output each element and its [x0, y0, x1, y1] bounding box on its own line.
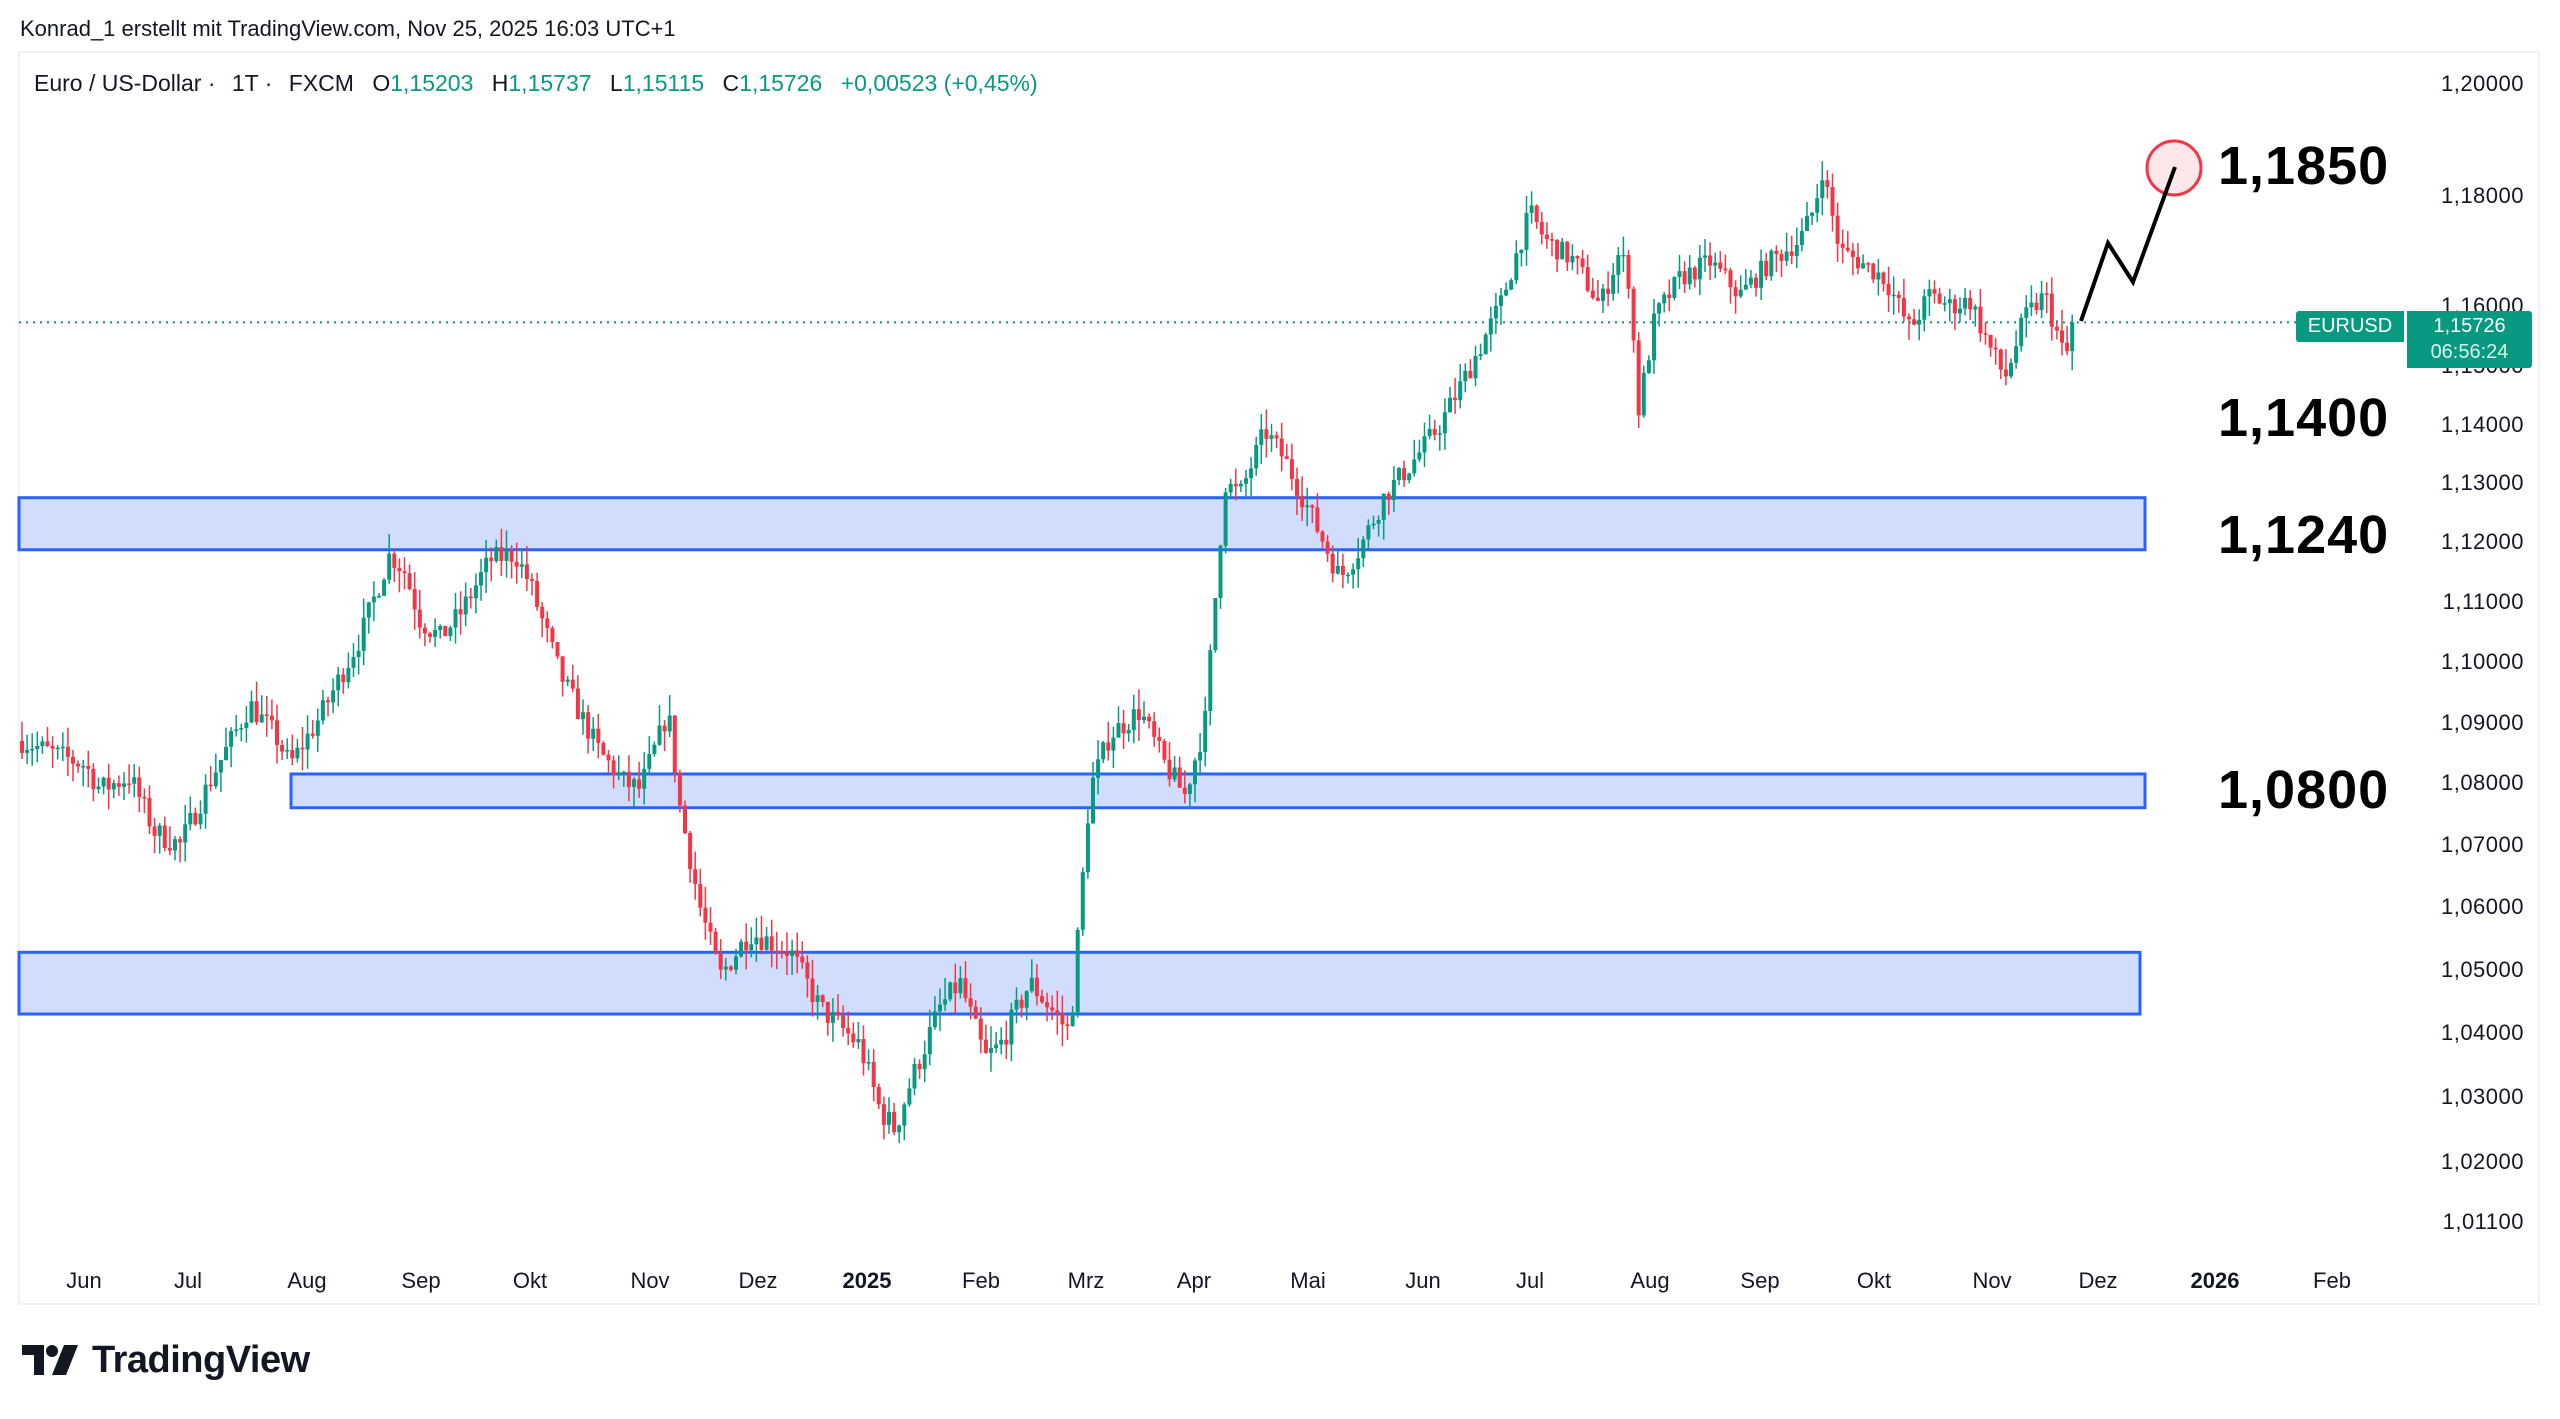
close-value: 1,15726 — [739, 70, 823, 96]
time-tick-label: Dez — [738, 1268, 778, 1293]
zone-upper[interactable] — [17, 496, 2147, 552]
price-tick-label: 1,01100 — [2442, 1209, 2524, 1234]
time-tick-label: Nov — [1972, 1268, 2012, 1293]
time-tick-label: Feb — [2313, 1268, 2351, 1293]
time-tick-label: Jun — [66, 1268, 102, 1293]
time-tick-label: Dez — [2078, 1268, 2118, 1293]
time-tick-label: Aug — [1630, 1268, 1670, 1293]
exchange: FXCM — [288, 70, 354, 96]
close-label: C — [722, 70, 740, 96]
level-label-2: 1,1240 — [2218, 505, 2390, 565]
price-tick-label: 1,07000 — [2440, 832, 2524, 857]
open-value: 1,15203 — [390, 70, 474, 96]
price-tick-label: 1,11000 — [2442, 589, 2524, 614]
time-tick-label: Nov — [630, 1268, 670, 1293]
support-resistance-zones — [17, 496, 2147, 1016]
price-tick-label: 1,09000 — [2440, 710, 2524, 735]
zone-middle[interactable] — [289, 772, 2147, 810]
price-tick-label: 1,03000 — [2440, 1084, 2524, 1109]
attribution-header: Konrad_1 erstellt mit TradingView.com, N… — [20, 16, 676, 41]
symbol-legend: Euro / US-Dollar · 1T · FXCM O1,15203 H1… — [34, 70, 1038, 96]
time-tick-label: Jul — [1515, 1268, 1545, 1293]
time-tick-label: Sep — [401, 1268, 441, 1293]
time-tick-label: Jun — [1405, 1268, 1441, 1293]
chart-frame — [18, 51, 2540, 1305]
symbol-badge: EURUSD — [2296, 311, 2404, 342]
price-tick-label: 1,14000 — [2440, 412, 2524, 437]
target-level-label: 1,1850 — [2218, 136, 2390, 196]
last-price: 1,15726 — [2433, 315, 2506, 337]
open-label: O — [372, 70, 391, 96]
price-tick-label: 1,06000 — [2440, 894, 2524, 919]
last-price-badge: 1,15726 06:56:24 — [2407, 311, 2532, 368]
high-value: 1,15737 — [508, 70, 592, 96]
price-tick-label: 1,08000 — [2440, 770, 2524, 795]
price-tick-label: 1,04000 — [2440, 1020, 2524, 1045]
time-tick-label: Feb — [962, 1268, 1000, 1293]
projection-line[interactable] — [2079, 166, 2177, 322]
price-tick-label: 1,02000 — [2440, 1149, 2524, 1174]
time-tick-label: Mrz — [1067, 1268, 1105, 1293]
price-tick-label: 1,10000 — [2440, 649, 2524, 674]
low-label: L — [609, 70, 623, 96]
price-tick-label: 1,20000 — [2440, 71, 2524, 96]
candles — [20, 161, 2075, 1144]
price-tick-label: 1,12000 — [2440, 529, 2524, 554]
price-tick-label: 1,05000 — [2440, 957, 2524, 982]
level-label-1: 1,1400 — [2218, 388, 2390, 448]
interval[interactable]: 1T — [231, 70, 259, 96]
bar-countdown: 06:56:24 — [2430, 341, 2509, 363]
price-tick-label: 1,13000 — [2440, 470, 2524, 495]
time-tick-label: Jul — [173, 1268, 203, 1293]
price-tick-label: 1,18000 — [2440, 183, 2524, 208]
time-tick-label: Apr — [1176, 1268, 1212, 1293]
time-tick-label: Okt — [512, 1268, 548, 1293]
symbol-name[interactable]: Euro / US-Dollar — [34, 70, 202, 96]
time-tick-label: Aug — [287, 1268, 327, 1293]
high-label: H — [491, 70, 509, 96]
low-value: 1,15115 — [622, 70, 705, 96]
time-tick-label: Sep — [1740, 1268, 1780, 1293]
change-value: +0,00523 (+0,45%) — [840, 70, 1038, 96]
time-tick-label: Okt — [1856, 1268, 1892, 1293]
time-tick-label: 2026 — [2190, 1268, 2240, 1293]
level-label-3: 1,0800 — [2218, 760, 2390, 820]
tradingview-mark-icon — [22, 1345, 78, 1375]
projection-path — [2079, 139, 2203, 322]
tradingview-wordmark: TradingView — [92, 1338, 310, 1381]
time-tick-label: 2025 — [842, 1268, 892, 1293]
time-tick-label: Mai — [1290, 1268, 1326, 1293]
tradingview-logo[interactable]: TradingView — [22, 1338, 310, 1381]
